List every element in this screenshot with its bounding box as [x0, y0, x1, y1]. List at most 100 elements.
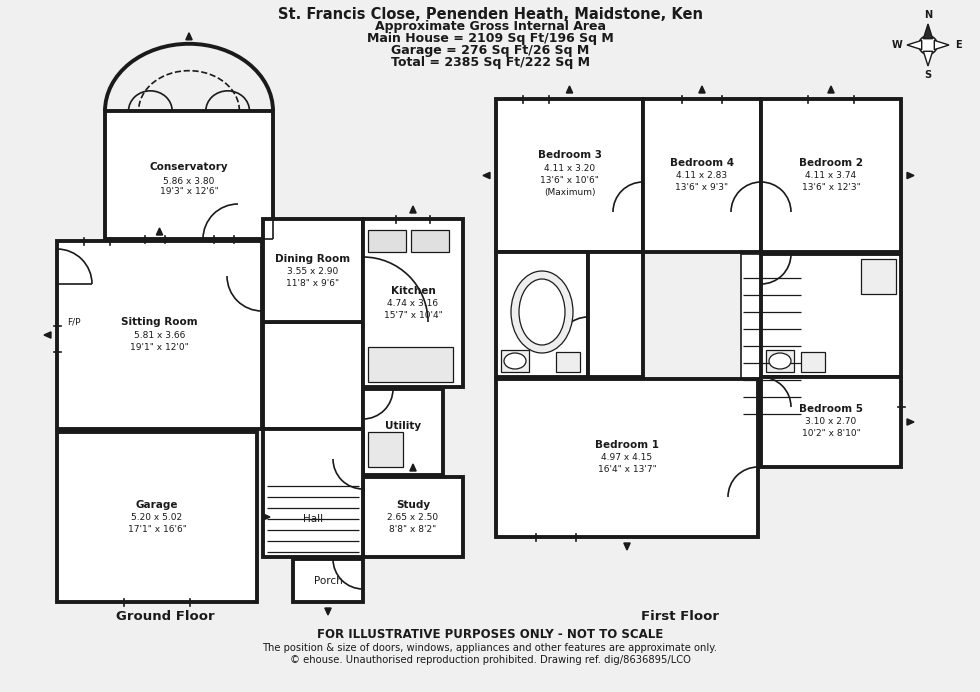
Bar: [588, 252, 643, 377]
Polygon shape: [44, 332, 51, 338]
Bar: [263, 429, 363, 557]
Bar: [105, 111, 273, 239]
Polygon shape: [324, 608, 331, 615]
Text: (Maximum): (Maximum): [544, 188, 595, 197]
Text: 4.11 x 2.83: 4.11 x 2.83: [676, 171, 727, 180]
Text: W: W: [892, 40, 903, 50]
Bar: [766, 350, 794, 372]
Text: Ground Floor: Ground Floor: [116, 610, 215, 623]
Text: Porch: Porch: [314, 576, 342, 585]
Text: 4.97 x 4.15: 4.97 x 4.15: [602, 453, 653, 462]
Text: Bedroom 4: Bedroom 4: [670, 158, 734, 167]
Text: Main House = 2109 Sq Ft/196 Sq M: Main House = 2109 Sq Ft/196 Sq M: [367, 32, 613, 45]
Text: 17'1" x 16'6": 17'1" x 16'6": [127, 525, 186, 534]
Text: Bedroom 3: Bedroom 3: [537, 150, 602, 161]
Bar: [761, 254, 901, 377]
Text: F/P: F/P: [68, 318, 80, 327]
Text: Bedroom 5: Bedroom 5: [799, 404, 863, 414]
Text: 13'6" x 9'3": 13'6" x 9'3": [675, 183, 728, 192]
Text: 4.11 x 3.74: 4.11 x 3.74: [806, 171, 857, 180]
Polygon shape: [934, 40, 949, 50]
Bar: [411, 230, 449, 252]
Text: 19'3" x 12'6": 19'3" x 12'6": [160, 188, 219, 197]
Text: Garage = 276 Sq Ft/26 Sq M: Garage = 276 Sq Ft/26 Sq M: [391, 44, 589, 57]
Bar: [263, 219, 363, 322]
Text: Sitting Room: Sitting Room: [122, 317, 198, 327]
Bar: [861, 259, 896, 294]
Text: Total = 2385 Sq Ft/222 Sq M: Total = 2385 Sq Ft/222 Sq M: [390, 56, 590, 69]
Bar: [496, 99, 643, 252]
Polygon shape: [483, 172, 490, 179]
Polygon shape: [923, 51, 933, 66]
Bar: [801, 352, 825, 372]
Polygon shape: [699, 86, 706, 93]
Polygon shape: [624, 543, 630, 550]
Text: © ehouse. Unauthorised reproduction prohibited. Drawing ref. dig/8636895/LCO: © ehouse. Unauthorised reproduction proh…: [289, 655, 691, 665]
Polygon shape: [923, 24, 933, 39]
Text: 5.86 x 3.80: 5.86 x 3.80: [164, 176, 215, 185]
Bar: [368, 432, 403, 467]
Polygon shape: [566, 86, 572, 93]
Text: Bedroom 2: Bedroom 2: [799, 158, 863, 167]
Text: First Floor: First Floor: [641, 610, 719, 623]
Text: Kitchen: Kitchen: [391, 286, 435, 296]
Bar: [643, 99, 761, 252]
Bar: [761, 99, 901, 252]
Text: Dining Room: Dining Room: [275, 253, 351, 264]
Text: 13'6" x 10'6": 13'6" x 10'6": [540, 176, 599, 185]
Bar: [363, 477, 463, 557]
Polygon shape: [157, 228, 163, 235]
Bar: [293, 559, 363, 602]
Bar: [556, 352, 580, 372]
Text: St. Francis Close, Penenden Heath, Maidstone, Ken: St. Francis Close, Penenden Heath, Maids…: [277, 7, 703, 22]
Polygon shape: [186, 33, 192, 40]
Text: 2.65 x 2.50: 2.65 x 2.50: [387, 513, 439, 522]
Text: 5.20 x 5.02: 5.20 x 5.02: [131, 513, 182, 522]
Text: Approximate Gross Internal Area: Approximate Gross Internal Area: [374, 20, 606, 33]
Polygon shape: [907, 172, 914, 179]
Bar: [57, 241, 262, 429]
Polygon shape: [410, 464, 416, 471]
Text: 8'8" x 8'2": 8'8" x 8'2": [389, 525, 437, 534]
Bar: [496, 379, 758, 537]
Bar: [263, 322, 363, 429]
Text: 3.55 x 2.90: 3.55 x 2.90: [287, 267, 339, 276]
Text: Utility: Utility: [385, 421, 421, 431]
Circle shape: [919, 36, 937, 54]
Polygon shape: [907, 40, 922, 50]
Text: Garage: Garage: [136, 500, 178, 510]
Polygon shape: [263, 514, 270, 520]
Bar: [368, 230, 406, 252]
Text: 3.10 x 2.70: 3.10 x 2.70: [806, 417, 857, 426]
Text: Bedroom 1: Bedroom 1: [595, 440, 659, 450]
Bar: [363, 219, 463, 387]
Text: N: N: [924, 10, 932, 19]
Bar: [501, 350, 529, 372]
Polygon shape: [907, 419, 914, 425]
Text: E: E: [956, 40, 961, 50]
Text: S: S: [924, 71, 932, 80]
Bar: [741, 254, 803, 419]
Text: Conservatory: Conservatory: [150, 162, 228, 172]
Text: The position & size of doors, windows, appliances and other features are approxi: The position & size of doors, windows, a…: [263, 643, 717, 653]
Text: 16'4" x 13'7": 16'4" x 13'7": [598, 466, 657, 475]
Bar: [496, 252, 588, 377]
Bar: [761, 377, 901, 467]
Ellipse shape: [519, 279, 565, 345]
Bar: [363, 389, 443, 475]
Text: 13'6" x 12'3": 13'6" x 12'3": [802, 183, 860, 192]
Polygon shape: [410, 206, 416, 213]
Text: 15'7" x 10'4": 15'7" x 10'4": [383, 311, 442, 320]
Polygon shape: [828, 86, 834, 93]
Text: 10'2" x 8'10": 10'2" x 8'10": [802, 430, 860, 439]
Text: 4.11 x 3.20: 4.11 x 3.20: [544, 164, 595, 173]
Text: Study: Study: [396, 500, 430, 510]
Text: 11'8" x 9'6": 11'8" x 9'6": [286, 279, 339, 288]
Ellipse shape: [769, 353, 791, 369]
Text: 19'1" x 12'0": 19'1" x 12'0": [130, 343, 189, 352]
Text: FOR ILLUSTRATIVE PURPOSES ONLY - NOT TO SCALE: FOR ILLUSTRATIVE PURPOSES ONLY - NOT TO …: [317, 628, 663, 641]
Ellipse shape: [511, 271, 573, 353]
Text: Hall: Hall: [303, 514, 323, 524]
Bar: [368, 347, 453, 382]
Text: 5.81 x 3.66: 5.81 x 3.66: [134, 331, 185, 340]
